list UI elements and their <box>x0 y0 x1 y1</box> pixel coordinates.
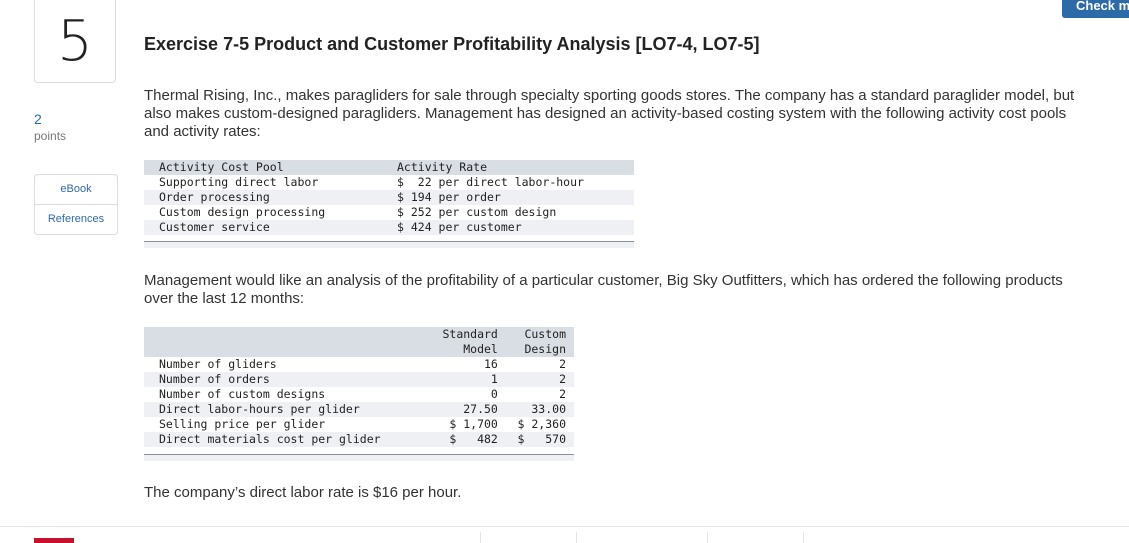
table-row: Selling price per glider $ 1,700 $ 2,360 <box>144 417 574 432</box>
check-my-work-button[interactable]: Check my work <box>1062 0 1129 18</box>
table-cell: 27.50 <box>429 402 506 417</box>
table-cell: $ 570 <box>505 432 574 447</box>
column-header: Design <box>505 342 574 357</box>
table-cell: $ 424 per customer <box>397 220 634 235</box>
table-cell: Number of custom designs <box>159 387 326 401</box>
points-value: 2 <box>34 111 42 127</box>
table-cell: Direct labor-hours per glider <box>144 402 430 417</box>
footer-divider <box>480 532 481 543</box>
column-header: Activity Rate <box>397 160 634 175</box>
table-footer-bar <box>144 454 574 461</box>
intro-paragraph: Thermal Rising, Inc., makes paragliders … <box>144 87 1075 140</box>
exercise-title: Exercise 7-5 Product and Customer Profit… <box>144 34 760 54</box>
column-header: Model <box>429 342 506 357</box>
table-cell: 2 <box>559 357 566 371</box>
table-cell: Customer service <box>144 220 397 235</box>
table-cell: 16 <box>484 357 498 371</box>
brand-logo-edge <box>34 538 74 543</box>
table-cell: Supporting direct labor <box>159 175 319 189</box>
table-cell: Number of gliders <box>159 357 277 371</box>
table-cell: $ 482 <box>429 432 506 447</box>
activity-rate-table: Activity Cost Pool Activity Rate Support… <box>144 160 634 235</box>
table-footer-bar <box>144 241 634 248</box>
table-cell: $ 1,700 <box>449 417 498 431</box>
column-header: Activity Cost Pool <box>144 160 397 175</box>
table-cell: Selling price per glider <box>159 417 326 431</box>
table-row: Number of custom designs 0 2 <box>144 387 574 402</box>
middle-paragraph: Management would like an analysis of the… <box>144 272 1063 307</box>
table-row: Order processing $ 194 per order <box>144 190 634 205</box>
table-header-row: Model Design <box>144 342 574 357</box>
column-header: Standard <box>429 327 506 342</box>
table-cell: 0 <box>490 387 498 401</box>
bottom-divider <box>0 526 1129 527</box>
footer-divider <box>707 532 708 543</box>
table-row: Direct materials cost per glider $ 482 $… <box>144 432 574 447</box>
table-cell: Order processing <box>144 190 397 205</box>
table-cell: 1 <box>429 372 506 387</box>
table-cell: $ 252 per custom design <box>397 205 557 219</box>
table-row: Number of gliders 16 2 <box>144 357 574 372</box>
ebook-link[interactable]: eBook <box>60 183 92 195</box>
table-cell: 2 <box>559 387 566 401</box>
footer-divider <box>576 532 577 543</box>
table-cell: Custom design processing <box>159 205 326 219</box>
side-links: eBook References <box>34 174 118 235</box>
table-cell: $ 22 per direct labor-hour <box>397 175 584 189</box>
footer-divider <box>803 532 804 543</box>
table-row: Number of orders 1 2 <box>144 372 574 387</box>
table-cell: $ 194 per order <box>397 190 634 205</box>
table-cell: 2 <box>505 372 574 387</box>
table-row: Custom design processing $ 252 per custo… <box>144 205 634 220</box>
question-number-box: 5 <box>34 0 116 83</box>
references-link[interactable]: References <box>35 204 117 234</box>
column-header: Custom <box>505 327 574 342</box>
table-header-row: Standard Custom <box>144 327 574 342</box>
points-label: points <box>34 129 67 143</box>
question-number: 5 <box>57 8 93 74</box>
table-header-row: Activity Cost Pool Activity Rate <box>144 160 634 175</box>
table-cell: Direct materials cost per glider <box>144 432 430 447</box>
closing-paragraph: The company’s direct labor rate is $16 p… <box>144 484 462 501</box>
table-row: Supporting direct labor $ 22 per direct … <box>144 175 634 190</box>
table-cell: Number of orders <box>144 372 430 387</box>
product-table: Standard Custom Model Design Number of g… <box>144 327 574 447</box>
table-row: Customer service $ 424 per customer <box>144 220 634 235</box>
table-row: Direct labor-hours per glider 27.50 33.0… <box>144 402 574 417</box>
table-cell: $ 2,360 <box>517 417 566 431</box>
table-cell: 33.00 <box>505 402 574 417</box>
